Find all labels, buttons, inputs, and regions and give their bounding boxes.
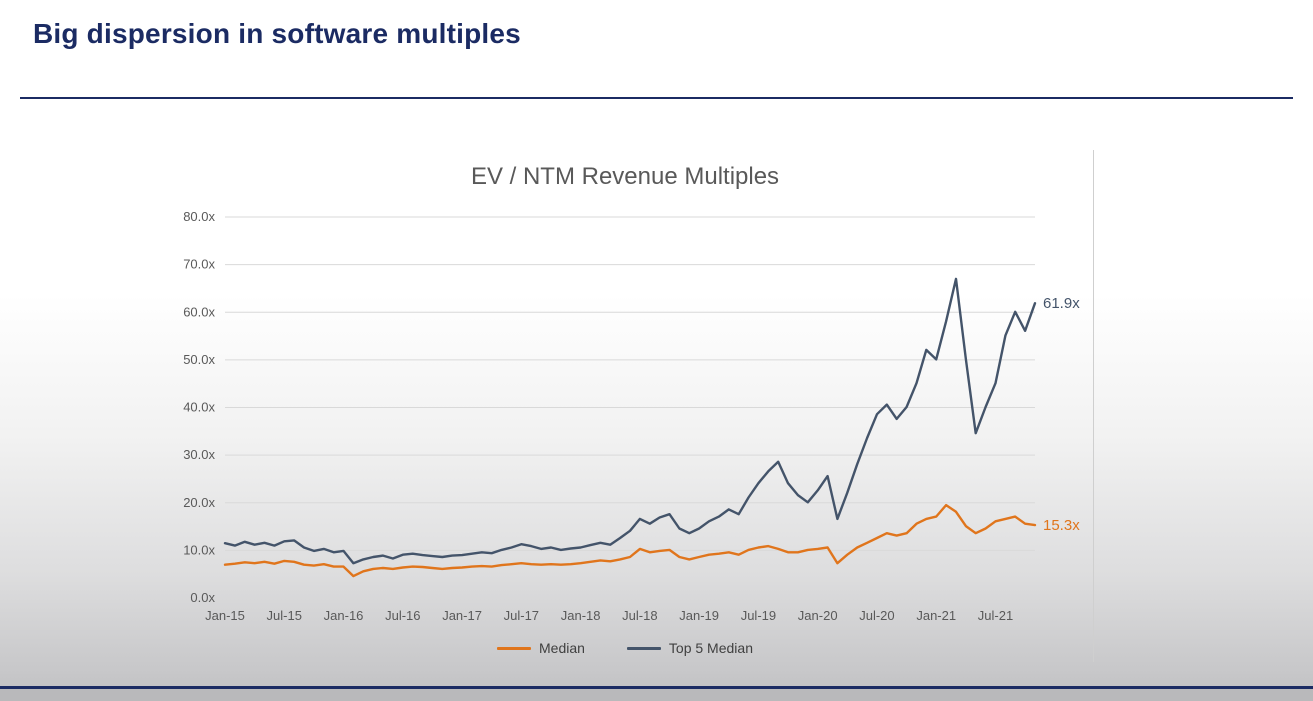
y-tick-label: 40.0x (183, 400, 215, 415)
chart-legend: Median Top 5 Median (150, 640, 1100, 656)
slide-title: Big dispersion in software multiples (33, 18, 521, 49)
y-tick-label: 0.0x (190, 590, 215, 605)
title-divider (20, 97, 1293, 99)
x-tick-label: Jul-18 (622, 608, 657, 623)
top5-median-line-swatch (626, 646, 661, 650)
y-tick-label: 60.0x (183, 304, 215, 319)
chart-title: EV / NTM Revenue Multiples (470, 163, 780, 190)
x-tick-label: Jul-16 (385, 608, 420, 623)
y-tick-label: 20.0x (183, 495, 215, 510)
series-end-label: 61.9x (1043, 295, 1080, 312)
y-tick-label: 10.0x (183, 542, 215, 557)
y-tick-label: 50.0x (183, 352, 215, 367)
x-tick-labels: Jan-15 Jul-15 Jan-16 Jul-16 Jan-17 Jul-17 Jan-… (205, 608, 1013, 623)
y-tick-label: 70.0x (183, 257, 215, 272)
series-end-label: 15.3x (1043, 517, 1080, 534)
chart-svg: 0.0x 10.0x 20.0x 30.0x 40.0x 50.0x 60.0x 70.0x 8… (183, 209, 1080, 623)
bottom-strip (0, 689, 1313, 701)
x-tick-label: Jul-19 (741, 608, 776, 623)
series-line-median (223, 503, 1037, 578)
y-gridlines (225, 216, 1035, 599)
legend-item-median: Median (497, 640, 585, 656)
y-tick-labels: 0.0x 10.0x 20.0x 30.0x 40.0x 50.0x 60.0x 70.0x 8… (183, 209, 215, 605)
x-tick-label: Jul-15 (267, 608, 302, 623)
x-tick-label: Jan-20 (798, 608, 838, 623)
x-tick-label: Jul-20 (859, 608, 894, 623)
y-tick-label: 80.0x (183, 209, 215, 224)
median-line-swatch (497, 646, 531, 650)
legend-item-top5-median: Top 5 Median (626, 640, 753, 656)
plot-right-divider (1093, 150, 1094, 662)
x-tick-label: Jul-17 (504, 608, 539, 623)
x-tick-label: Jan-21 (916, 608, 956, 623)
series-line-top-5-median (223, 277, 1037, 565)
x-tick-label: Jan-15 (205, 608, 245, 623)
legend-label-top5-median: Top 5 Median (668, 640, 753, 656)
x-tick-label: Jan-16 (324, 608, 364, 623)
x-tick-label: Jan-17 (442, 608, 482, 623)
x-tick-label: Jan-19 (679, 608, 719, 623)
bottom-divider (0, 686, 1313, 689)
x-tick-label: Jul-21 (978, 608, 1013, 623)
y-tick-label: 30.0x (183, 447, 215, 462)
x-tick-label: Jan-18 (561, 608, 601, 623)
legend-label-median: Median (539, 640, 585, 656)
